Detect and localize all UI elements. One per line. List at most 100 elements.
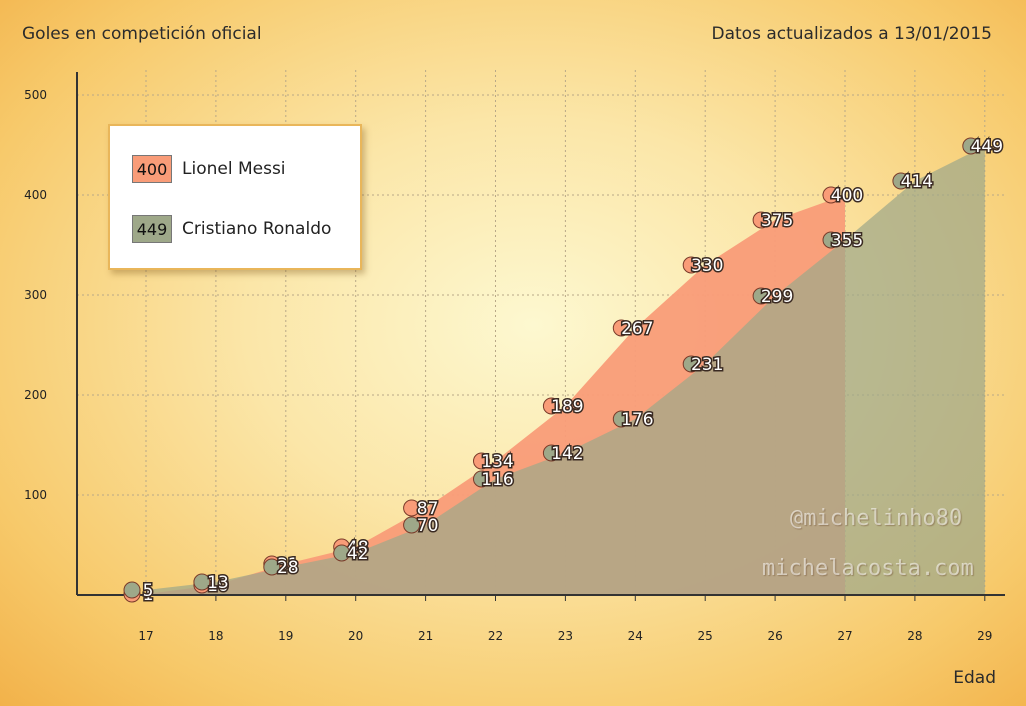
x-tick-label: 22 (488, 629, 503, 643)
data-value-ronaldo-20: 42 (347, 544, 369, 564)
axes (76, 72, 1005, 601)
x-tick-label: 24 (628, 629, 643, 643)
data-value-messi-23: 189 (551, 397, 583, 417)
data-label-ronaldo-26: 299 (752, 286, 795, 309)
data-badge-ronaldo-28 (892, 172, 910, 190)
data-label-ronaldo-28: 414 (892, 171, 935, 194)
data-value-messi-19: 31 (277, 555, 299, 575)
data-label-messi-24: 267 (612, 318, 655, 341)
data-value-messi-18: 10 (207, 576, 229, 596)
data-label-messi-25: 330 (682, 255, 725, 278)
data-label-ronaldo-17: 5 (123, 580, 155, 603)
data-value-ronaldo-19: 28 (277, 558, 299, 578)
data-value-ronaldo-18: 13 (207, 573, 229, 593)
data-label-messi-26: 375 (752, 210, 795, 233)
data-badge-messi-21 (403, 499, 421, 517)
x-tick-label: 19 (278, 629, 293, 643)
x-tick-label: 21 (418, 629, 433, 643)
data-value-ronaldo-21: 70 (417, 516, 439, 536)
x-tick-label: 27 (837, 629, 852, 643)
x-tick-label: 23 (558, 629, 573, 643)
data-badge-ronaldo-18 (193, 573, 211, 591)
data-badge-messi-24 (612, 319, 630, 337)
data-badge-ronaldo-19 (263, 558, 281, 576)
data-label-ronaldo-29: 449 (962, 136, 1005, 159)
x-axis-title: Edad (953, 668, 996, 688)
data-badge-ronaldo-21 (403, 516, 421, 534)
data-label-messi-23: 189 (542, 396, 585, 419)
y-tick-label: 500 (24, 88, 47, 102)
x-tick-label: 20 (348, 629, 363, 643)
data-badge-ronaldo-20 (333, 544, 351, 562)
x-tick-label: 26 (767, 629, 782, 643)
data-value-ronaldo-17: 5 (143, 581, 154, 601)
data-badge-ronaldo-26 (752, 287, 770, 305)
data-badge-ronaldo-17 (123, 581, 141, 599)
x-tick-label: 29 (977, 629, 992, 643)
data-label-ronaldo-21: 70 (403, 515, 440, 538)
data-value-messi-26: 375 (761, 211, 793, 231)
data-value-ronaldo-28: 414 (901, 172, 933, 192)
data-value-ronaldo-29: 449 (971, 137, 1003, 157)
data-value-messi-21: 87 (417, 499, 439, 519)
tick-labels: 100 200 300 400 500 17 18 19 20 21 22 23 24 25 26 27 28 2… (24, 88, 992, 643)
watermark-site: michelacosta.com (762, 556, 974, 581)
watermark-handle: @michelinho80 (790, 506, 963, 531)
legend-swatch-messi: 400 (132, 155, 172, 183)
data-badge-messi-22 (473, 452, 490, 470)
data-label-messi-27: 400 (822, 185, 865, 208)
legend-swatch-ronaldo: 449 (132, 215, 172, 243)
legend-item-ronaldo: 449 Cristiano Ronaldo (132, 214, 331, 244)
data-badge-messi-25 (682, 256, 700, 274)
legend-label-ronaldo: Cristiano Ronaldo (182, 219, 332, 239)
y-tick-label: 400 (24, 188, 47, 202)
data-label-ronaldo-25: 231 (682, 354, 725, 377)
data-value-ronaldo-27: 355 (831, 231, 863, 251)
y-tick-label: 200 (24, 388, 47, 402)
data-badge-ronaldo-22 (473, 470, 490, 488)
data-value-messi-27: 400 (831, 186, 863, 206)
data-labels: 1 10 31 48 87 134 189 267 330 375 400 5 13 28 42 70 116 1… (123, 136, 1005, 607)
chart-header-date: Datos actualizados a 13/01/2015 (711, 24, 993, 44)
data-label-messi-21: 87 (403, 498, 440, 521)
data-value-ronaldo-26: 299 (761, 287, 793, 307)
chart-legend: 400 Lionel Messi 449 Cristiano Ronaldo (108, 124, 362, 270)
data-badge-messi-23 (542, 397, 560, 415)
series-areas (146, 146, 985, 595)
data-value-messi-17: 1 (143, 585, 154, 605)
y-tick-label: 100 (24, 488, 47, 502)
data-badge-ronaldo-25 (682, 355, 700, 373)
data-label-ronaldo-19: 28 (263, 557, 300, 580)
data-label-ronaldo-20: 42 (333, 543, 370, 566)
data-value-messi-22: 134 (481, 452, 513, 472)
data-badge-ronaldo-24 (612, 410, 630, 428)
x-tick-label: 18 (208, 629, 223, 643)
chart-header-title: Goles en competición oficial (22, 24, 262, 44)
data-value-messi-25: 330 (691, 256, 723, 276)
data-label-ronaldo-27: 355 (822, 230, 865, 253)
data-label-messi-22: 134 (473, 451, 515, 474)
y-tick-label: 300 (24, 288, 47, 302)
data-label-ronaldo-18: 13 (193, 572, 230, 595)
data-badge-ronaldo-23 (542, 444, 560, 462)
area-cristiano-ronaldo (146, 146, 985, 595)
data-badge-messi-26 (752, 211, 770, 229)
data-label-ronaldo-24: 176 (612, 409, 655, 432)
data-value-ronaldo-24: 176 (621, 410, 653, 430)
data-badge-ronaldo-29 (962, 137, 980, 155)
data-badge-messi-27 (822, 186, 840, 204)
legend-label-messi: Lionel Messi (182, 159, 286, 179)
data-value-ronaldo-23: 142 (551, 444, 583, 464)
legend-item-messi: 400 Lionel Messi (132, 154, 286, 184)
x-tick-label: 25 (698, 629, 713, 643)
data-value-ronaldo-22: 116 (481, 470, 513, 490)
data-label-ronaldo-22: 116 (473, 469, 515, 492)
data-badge-ronaldo-27 (822, 231, 840, 249)
data-value-messi-20: 48 (347, 538, 369, 558)
data-value-messi-24: 267 (621, 319, 653, 339)
data-label-ronaldo-23: 142 (542, 443, 585, 466)
x-tick-label: 28 (907, 629, 922, 643)
x-tick-label: 17 (138, 629, 153, 643)
data-value-ronaldo-25: 231 (691, 355, 723, 375)
